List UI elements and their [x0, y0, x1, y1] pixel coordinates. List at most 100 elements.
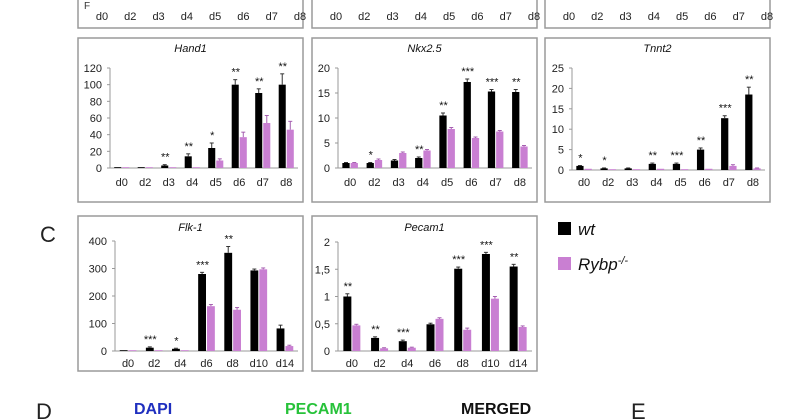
significance-marker: * — [369, 150, 374, 162]
bar-wt — [487, 91, 496, 168]
section-label-e: E — [631, 399, 646, 419]
top-tick-label: d0 — [563, 11, 575, 23]
bar-rybp — [435, 318, 444, 351]
top-panel-middle-frame — [311, 0, 538, 29]
top-partial-ticks: d0 d2 d3 d4 d5 d6 d7 d8 d0 d2 d3 d4 d5 d6 d7 d8 d0 d2 d3 d4… — [96, 11, 773, 23]
bar-wt — [276, 328, 285, 351]
bar-wt — [278, 84, 286, 168]
x-tick-label: d3 — [163, 177, 175, 189]
x-tick-label: d0 — [116, 177, 128, 189]
y-tick-label: 25 — [552, 63, 564, 75]
top-tick-label: d7 — [266, 11, 278, 23]
bar-wt — [454, 268, 463, 351]
chart-flk1: Flk-1 0 100 200 300 400 d0 d2 *** d4 * d6 *** d8 ** d10… — [89, 222, 298, 370]
top-tick-label: d0 — [96, 11, 108, 23]
bar-rybp — [285, 346, 294, 351]
chart-title-hand1: Hand1 — [174, 43, 206, 55]
y-tick-label: 10 — [552, 124, 564, 136]
y-tick-label: 15 — [318, 88, 330, 100]
significance-marker: ** — [184, 141, 193, 153]
bar-wt — [624, 168, 632, 170]
top-tick-label: d5 — [676, 11, 688, 23]
bar-rybp — [154, 350, 163, 351]
legend: wt Rybp-/- — [558, 220, 628, 274]
significance-marker: ** — [161, 152, 170, 164]
significance-marker: * — [210, 130, 215, 142]
x-tick-label: d6 — [200, 358, 212, 370]
top-tick-label: d7 — [733, 11, 745, 23]
bar-rybp — [122, 167, 130, 168]
bar-rybp — [632, 169, 641, 170]
bar-rybp — [423, 150, 431, 168]
header-dapi: DAPI — [134, 401, 172, 418]
legend-label-rybp: Rybp-/- — [578, 255, 628, 274]
chart-tnnt2: Tnnt2 0 5 10 15 20 25 d0 * d2 * d3 d4 ** d5 *** d6 ** d7 **… — [552, 43, 765, 189]
significance-marker: * — [602, 155, 607, 167]
top-tick-label: d5 — [209, 11, 221, 23]
chart-title-tnnt2: Tnnt2 — [643, 43, 671, 55]
bar-wt — [390, 160, 399, 168]
x-tick-label: d2 — [602, 177, 614, 189]
significance-marker: *** — [719, 103, 733, 115]
top-tick-label: d4 — [648, 11, 660, 23]
significance-marker: *** — [397, 327, 411, 339]
bar-rybp — [520, 146, 528, 168]
x-tick-label: d2 — [373, 358, 385, 370]
significance-marker: ** — [439, 100, 448, 112]
bar-wt — [672, 163, 681, 170]
bar-wt — [481, 253, 490, 351]
y-tick-label: 200 — [89, 291, 107, 303]
bar-wt — [426, 324, 435, 351]
bar-wt — [161, 165, 169, 168]
y-tick-label: 300 — [89, 264, 107, 276]
x-tick-label: d0 — [346, 358, 358, 370]
x-tick-label: d4 — [650, 177, 662, 189]
significance-marker: *** — [461, 66, 475, 78]
bar-rybp — [729, 165, 737, 170]
y-tick-label: 5 — [558, 145, 564, 157]
x-tick-label: d5 — [210, 177, 222, 189]
x-tick-label: d3 — [626, 177, 638, 189]
bar-rybp — [169, 167, 177, 168]
bar-wt — [342, 163, 350, 168]
chart-title-flk1: Flk-1 — [178, 222, 202, 234]
bar-rybp — [490, 298, 499, 351]
top-tick-label: d2 — [358, 11, 370, 23]
top-tick-label: d4 — [181, 11, 193, 23]
section-label-c: C — [40, 222, 56, 247]
bar-wt — [439, 115, 447, 168]
x-tick-label: d2 — [368, 177, 380, 189]
top-ylabel-fragment: F — [84, 1, 90, 12]
header-merged: MERGED — [461, 401, 531, 418]
significance-marker: * — [174, 335, 179, 347]
x-tick-label: d2 — [148, 358, 160, 370]
bar-wt — [224, 252, 233, 351]
x-tick-label: d5 — [441, 177, 453, 189]
significance-marker: ** — [745, 74, 754, 86]
bar-rybp — [496, 131, 504, 168]
bar-wt — [137, 167, 145, 168]
x-tick-label: d6 — [233, 177, 245, 189]
chart-hand1: Hand1 0 20 40 60 80 100 120 d0 d2 d3 ** d4 ** d5 * d6 ** d… — [84, 43, 298, 189]
significance-marker: ** — [649, 150, 658, 162]
bar-rybp — [518, 327, 527, 351]
bar-rybp — [399, 153, 407, 168]
x-tick-label: d6 — [699, 177, 711, 189]
bar-wt — [250, 270, 259, 351]
x-tick-label: d8 — [747, 177, 759, 189]
significance-marker: ** — [231, 67, 240, 79]
bar-rybp — [705, 168, 713, 170]
x-tick-label: d4 — [174, 358, 186, 370]
y-tick-label: 20 — [552, 83, 564, 95]
chart-title-nkx25: Nkx2.5 — [407, 43, 442, 55]
bar-wt — [343, 296, 352, 351]
top-tick-label: d3 — [619, 11, 631, 23]
significance-marker: *** — [196, 259, 210, 271]
bar-wt — [398, 341, 407, 351]
bar-rybp — [180, 350, 189, 351]
bar-rybp — [207, 306, 215, 351]
bar-rybp — [380, 348, 389, 351]
bar-rybp — [681, 169, 689, 170]
significance-marker: ** — [510, 251, 519, 263]
